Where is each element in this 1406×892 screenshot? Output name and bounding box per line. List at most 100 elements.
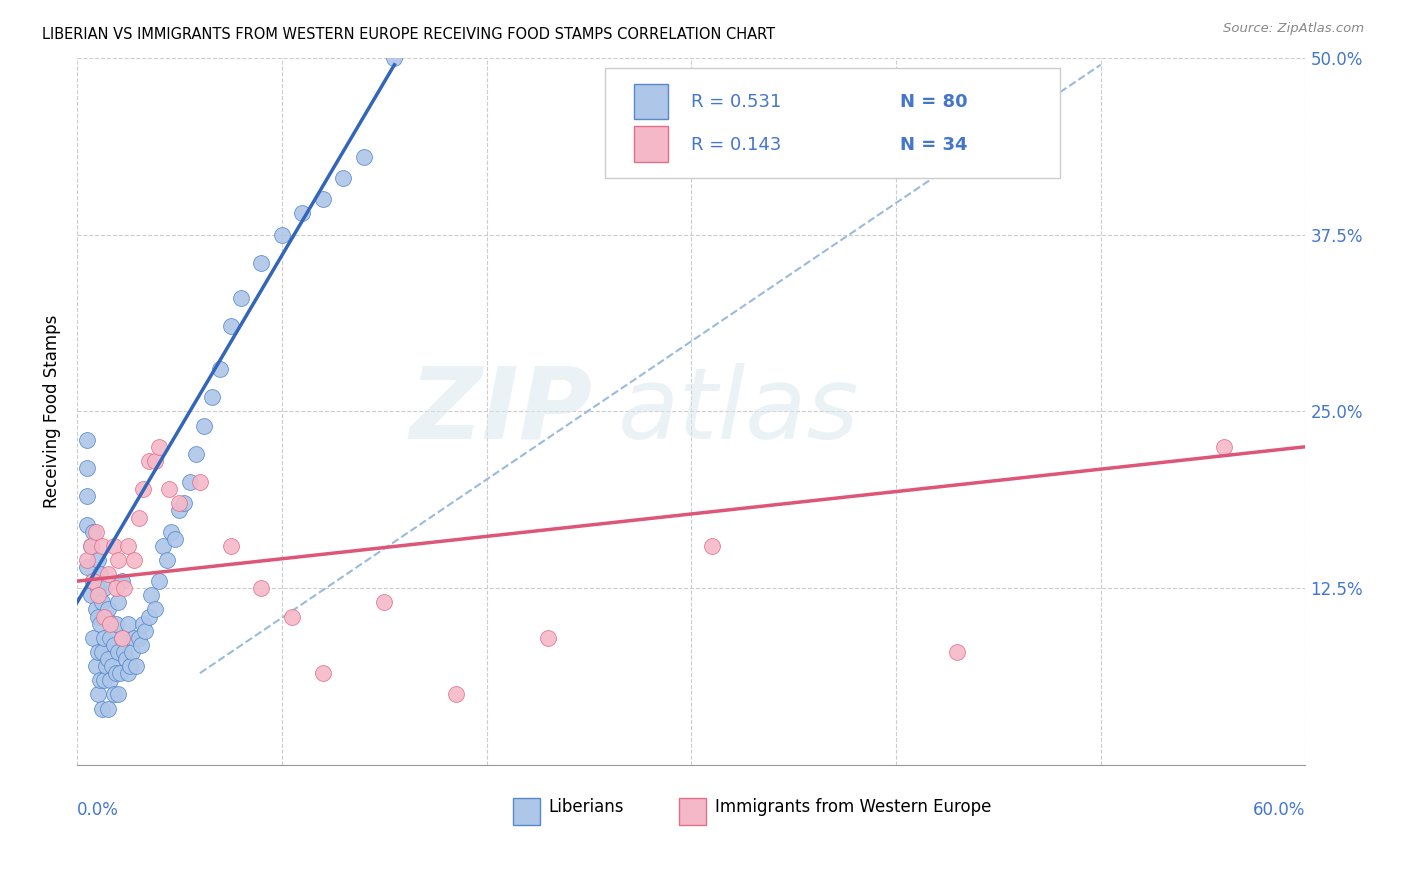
Point bbox=[103, 638, 125, 652]
Point bbox=[250, 256, 273, 270]
Point bbox=[97, 567, 120, 582]
Text: atlas: atlas bbox=[617, 363, 859, 460]
Text: R = 0.531: R = 0.531 bbox=[692, 94, 782, 112]
Point bbox=[117, 616, 139, 631]
Point bbox=[444, 687, 467, 701]
Point bbox=[94, 609, 117, 624]
Point bbox=[112, 581, 135, 595]
Text: R = 0.143: R = 0.143 bbox=[692, 136, 782, 153]
Text: N = 80: N = 80 bbox=[900, 94, 967, 112]
Point bbox=[82, 574, 104, 589]
Point bbox=[270, 227, 292, 242]
Point bbox=[90, 595, 112, 609]
Point bbox=[76, 553, 98, 567]
Point bbox=[89, 616, 111, 631]
Point bbox=[1212, 440, 1234, 454]
Point bbox=[86, 609, 108, 624]
Point bbox=[139, 588, 162, 602]
Text: Liberians: Liberians bbox=[548, 798, 624, 816]
Point bbox=[537, 631, 560, 645]
Text: 0.0%: 0.0% bbox=[77, 801, 120, 819]
Point bbox=[138, 609, 160, 624]
Point bbox=[152, 539, 174, 553]
Point bbox=[82, 524, 104, 539]
Point bbox=[121, 645, 143, 659]
Point bbox=[112, 645, 135, 659]
Point bbox=[143, 602, 166, 616]
Point bbox=[84, 602, 107, 616]
Point bbox=[111, 631, 134, 645]
Point bbox=[184, 447, 207, 461]
Point bbox=[125, 659, 148, 673]
Y-axis label: Receiving Food Stamps: Receiving Food Stamps bbox=[44, 315, 60, 508]
Point bbox=[94, 659, 117, 673]
Point bbox=[124, 631, 146, 645]
Point bbox=[97, 652, 120, 666]
Point bbox=[80, 588, 103, 602]
Point bbox=[86, 588, 108, 602]
Point bbox=[129, 638, 152, 652]
Point bbox=[107, 687, 129, 701]
Point bbox=[219, 539, 242, 553]
Point bbox=[93, 581, 115, 595]
Point bbox=[76, 560, 98, 574]
Point bbox=[700, 539, 723, 553]
Point bbox=[138, 454, 160, 468]
Text: LIBERIAN VS IMMIGRANTS FROM WESTERN EUROPE RECEIVING FOOD STAMPS CORRELATION CHA: LIBERIAN VS IMMIGRANTS FROM WESTERN EURO… bbox=[42, 27, 775, 42]
Point bbox=[128, 510, 150, 524]
Point bbox=[148, 440, 170, 454]
Text: Source: ZipAtlas.com: Source: ZipAtlas.com bbox=[1223, 22, 1364, 36]
Point bbox=[97, 701, 120, 715]
Point bbox=[173, 496, 195, 510]
Point bbox=[157, 482, 180, 496]
Text: N = 34: N = 34 bbox=[900, 136, 967, 153]
Point bbox=[82, 631, 104, 645]
Point bbox=[165, 532, 187, 546]
Point bbox=[281, 609, 304, 624]
Point bbox=[946, 645, 969, 659]
Point bbox=[117, 666, 139, 681]
Point bbox=[209, 362, 232, 376]
Point bbox=[107, 553, 129, 567]
Point bbox=[80, 539, 103, 553]
Point bbox=[291, 206, 314, 220]
Point bbox=[82, 574, 104, 589]
Point bbox=[86, 581, 108, 595]
Point bbox=[84, 524, 107, 539]
Bar bbox=[634, 127, 668, 161]
Point bbox=[86, 687, 108, 701]
FancyBboxPatch shape bbox=[605, 69, 1060, 178]
Text: Immigrants from Western Europe: Immigrants from Western Europe bbox=[714, 798, 991, 816]
Point bbox=[90, 701, 112, 715]
Point bbox=[90, 645, 112, 659]
Point bbox=[332, 170, 354, 185]
Point bbox=[188, 475, 211, 490]
Point bbox=[156, 553, 179, 567]
Bar bbox=[634, 84, 668, 120]
Point bbox=[107, 645, 129, 659]
Text: ZIP: ZIP bbox=[411, 363, 593, 460]
Point bbox=[98, 631, 121, 645]
Point bbox=[120, 659, 142, 673]
Point bbox=[111, 574, 134, 589]
Point bbox=[201, 390, 224, 404]
Point bbox=[108, 666, 131, 681]
Bar bbox=[679, 798, 706, 825]
Point bbox=[131, 482, 153, 496]
Point bbox=[353, 150, 375, 164]
Point bbox=[89, 673, 111, 688]
Point bbox=[250, 581, 273, 595]
Point bbox=[98, 673, 121, 688]
Point bbox=[93, 631, 115, 645]
Point bbox=[128, 631, 150, 645]
Point bbox=[84, 659, 107, 673]
Point bbox=[76, 489, 98, 503]
Bar bbox=[513, 798, 540, 825]
Point bbox=[89, 567, 111, 582]
Point bbox=[104, 616, 127, 631]
Point bbox=[76, 433, 98, 447]
Point bbox=[101, 659, 124, 673]
Point bbox=[90, 539, 112, 553]
Point bbox=[134, 624, 156, 638]
Point bbox=[148, 574, 170, 589]
